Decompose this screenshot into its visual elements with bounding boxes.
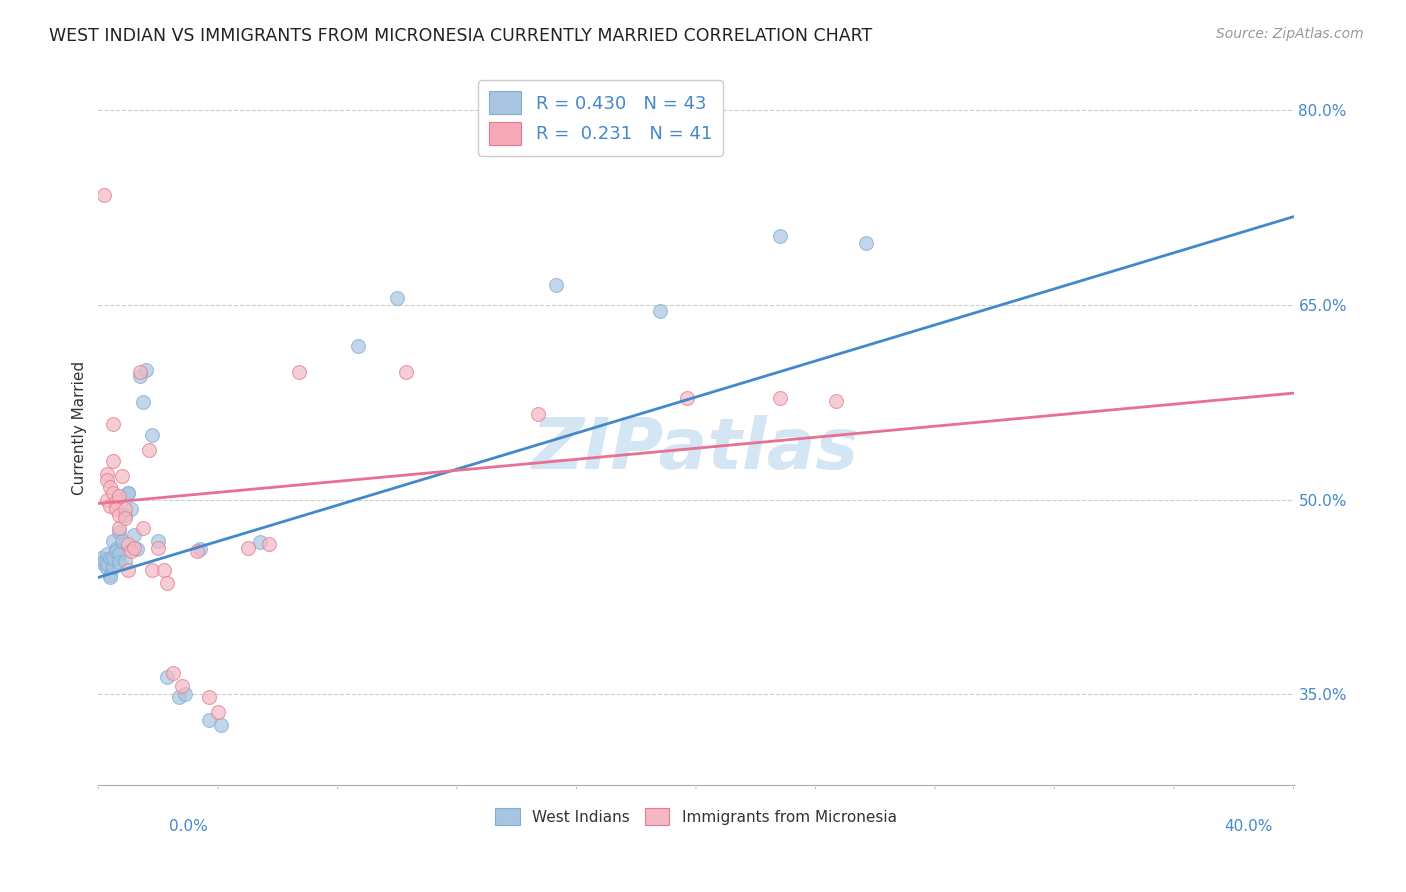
Point bbox=[769, 392, 792, 406]
Point bbox=[186, 544, 208, 558]
Point bbox=[114, 508, 136, 522]
Point bbox=[207, 706, 229, 720]
Text: 0.0%: 0.0% bbox=[169, 819, 208, 834]
Point bbox=[172, 679, 194, 693]
Point bbox=[98, 567, 122, 582]
Text: ZIPatlas: ZIPatlas bbox=[533, 415, 859, 484]
Point bbox=[105, 495, 128, 509]
Point bbox=[650, 304, 672, 318]
Point bbox=[96, 561, 118, 575]
Point bbox=[124, 541, 146, 555]
Point bbox=[117, 486, 139, 500]
Point bbox=[120, 501, 142, 516]
Point bbox=[117, 536, 139, 550]
Point bbox=[174, 687, 197, 701]
Point bbox=[156, 670, 179, 684]
Point bbox=[90, 550, 112, 565]
Point bbox=[287, 365, 309, 379]
Point bbox=[98, 479, 122, 493]
Point bbox=[111, 534, 134, 549]
Point bbox=[108, 547, 131, 561]
Point bbox=[236, 541, 259, 555]
Point bbox=[103, 560, 125, 574]
Point bbox=[96, 547, 118, 561]
Point bbox=[188, 541, 211, 556]
Point bbox=[96, 492, 118, 507]
Point bbox=[129, 365, 152, 379]
Point bbox=[162, 666, 184, 681]
Point bbox=[98, 570, 122, 584]
Point bbox=[108, 489, 131, 503]
Point bbox=[96, 473, 118, 487]
Point bbox=[93, 187, 115, 202]
Point bbox=[108, 555, 131, 569]
Point bbox=[769, 229, 792, 244]
Point bbox=[117, 563, 139, 577]
Point bbox=[855, 235, 877, 250]
Point bbox=[103, 550, 125, 565]
Point bbox=[148, 541, 170, 555]
Y-axis label: Currently Married: Currently Married bbox=[72, 361, 87, 495]
Point bbox=[676, 392, 699, 406]
Text: Source: ZipAtlas.com: Source: ZipAtlas.com bbox=[1216, 27, 1364, 41]
Point bbox=[198, 713, 221, 727]
Point bbox=[93, 558, 115, 572]
Point bbox=[526, 407, 548, 421]
Point bbox=[209, 718, 232, 732]
Point bbox=[103, 534, 125, 549]
Point bbox=[103, 453, 125, 467]
Point bbox=[114, 510, 136, 524]
Point bbox=[156, 575, 179, 590]
Text: WEST INDIAN VS IMMIGRANTS FROM MICRONESIA CURRENTLY MARRIED CORRELATION CHART: WEST INDIAN VS IMMIGRANTS FROM MICRONESI… bbox=[49, 27, 873, 45]
Point bbox=[98, 499, 122, 513]
Point bbox=[114, 501, 136, 516]
Point bbox=[825, 393, 848, 408]
Point bbox=[132, 395, 155, 409]
Point bbox=[198, 690, 221, 704]
Point bbox=[138, 443, 160, 458]
Point bbox=[103, 417, 125, 432]
Point bbox=[117, 486, 139, 500]
Point bbox=[141, 427, 163, 442]
Point bbox=[141, 563, 163, 577]
Point bbox=[124, 527, 146, 541]
Point bbox=[111, 469, 134, 483]
Point bbox=[96, 467, 118, 481]
Point bbox=[249, 535, 271, 549]
Point bbox=[105, 541, 128, 556]
Point bbox=[395, 365, 418, 379]
Point bbox=[105, 501, 128, 516]
Point bbox=[544, 278, 567, 293]
Point bbox=[108, 508, 131, 522]
Point bbox=[120, 544, 142, 558]
Legend: West Indians, Immigrants from Micronesia: West Indians, Immigrants from Micronesia bbox=[489, 802, 903, 830]
Point bbox=[105, 544, 128, 558]
Point bbox=[114, 553, 136, 567]
Point bbox=[127, 541, 149, 556]
Point bbox=[129, 369, 152, 384]
Point bbox=[148, 534, 170, 549]
Point bbox=[167, 690, 190, 704]
Point bbox=[347, 339, 370, 353]
Point bbox=[108, 521, 131, 535]
Point bbox=[135, 363, 157, 377]
Point bbox=[257, 536, 280, 550]
Point bbox=[153, 563, 176, 577]
Text: 40.0%: 40.0% bbox=[1225, 819, 1272, 834]
Point bbox=[103, 486, 125, 500]
Point bbox=[108, 524, 131, 539]
Point bbox=[98, 550, 122, 565]
Point bbox=[96, 558, 118, 572]
Point bbox=[132, 521, 155, 535]
Point bbox=[385, 292, 409, 306]
Point bbox=[93, 553, 115, 567]
